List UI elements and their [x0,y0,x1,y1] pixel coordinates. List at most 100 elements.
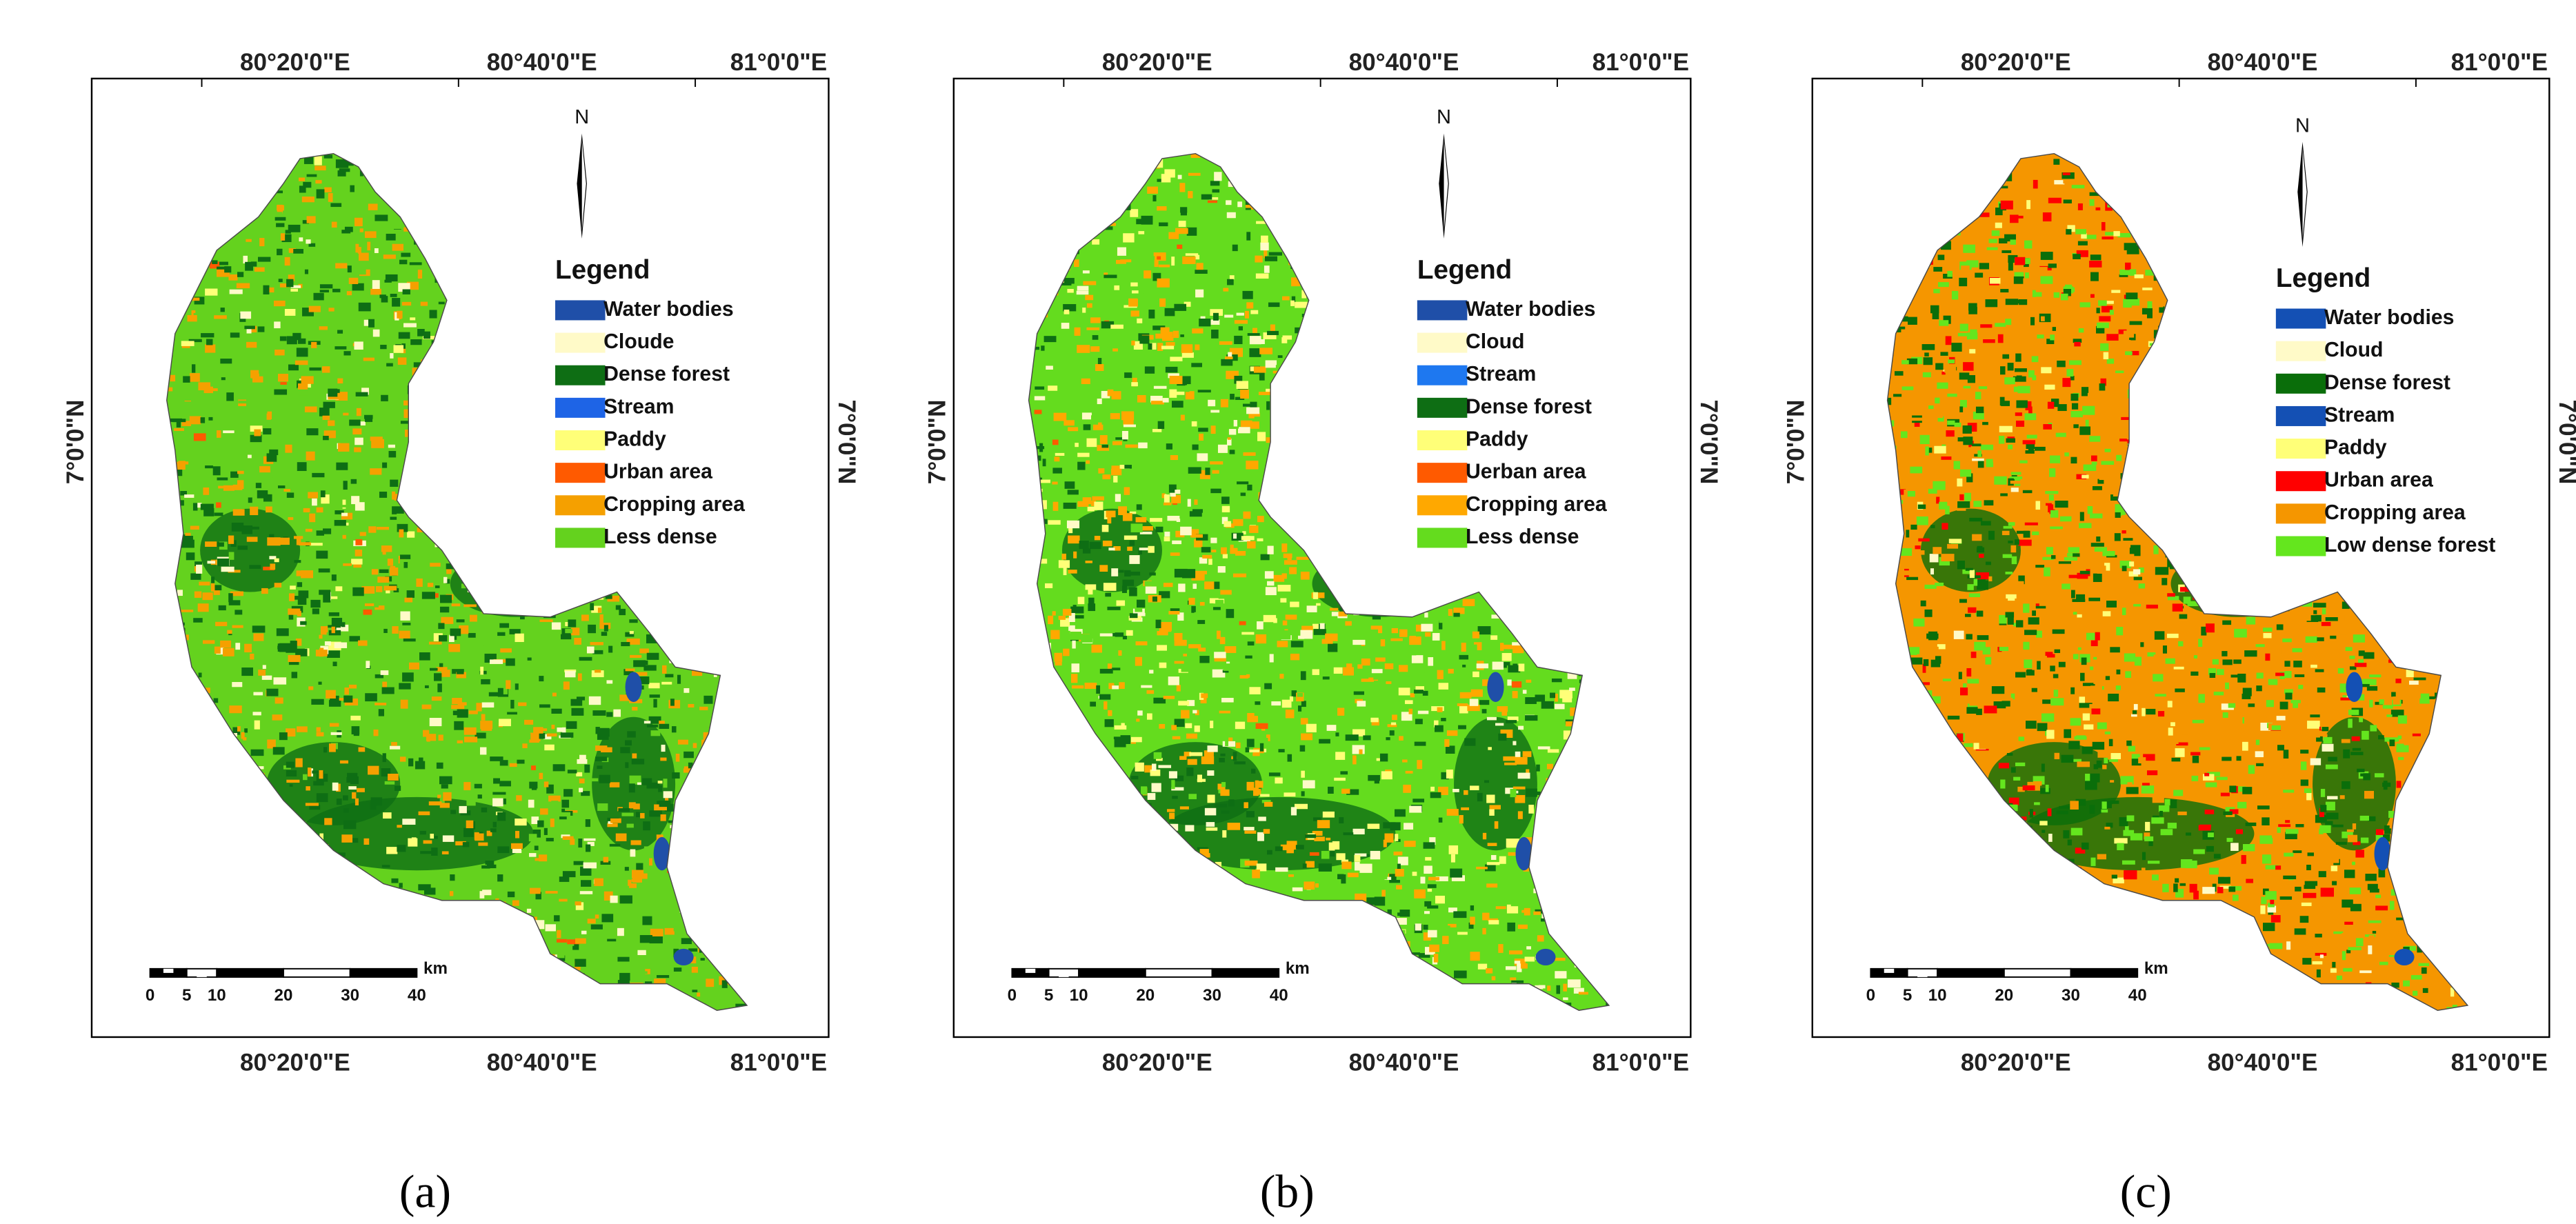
land-cover-pixel [477,794,482,799]
land-cover-pixel [1330,851,1335,857]
land-cover-pixel [1094,536,1101,541]
land-cover-pixel [288,364,299,371]
land-cover-pixel [475,833,484,841]
land-cover-pixel [1428,876,1440,881]
land-cover-pixel [1157,278,1170,288]
land-cover-pixel [304,269,308,274]
land-cover-pixel [1477,963,1488,970]
land-cover-pixel [1275,846,1283,852]
land-cover-pixel [1337,708,1345,716]
land-cover-pixel [1504,762,1517,765]
land-cover-pixel [1525,788,1537,797]
land-cover-pixel [217,477,228,481]
land-cover-pixel [697,992,701,997]
land-cover-pixel [423,730,430,737]
land-cover-pixel [403,323,417,328]
land-cover-pixel [323,435,329,441]
land-cover-pixel [1301,791,1305,796]
land-cover-pixel [319,326,328,330]
land-cover-pixel [1207,745,1218,752]
land-cover-pixel [1097,445,1110,451]
land-cover-pixel [404,597,413,603]
land-cover-pixel [573,861,583,865]
land-cover-pixel [463,782,471,790]
land-cover-pixel [485,860,495,865]
land-cover-pixel [1072,640,1076,649]
land-cover-pixel [375,703,387,705]
land-cover-pixel [540,808,548,815]
land-cover-pixel [1296,556,1309,560]
land-cover-pixel [441,851,449,855]
land-cover-pixel [1371,719,1379,726]
land-cover-pixel [284,257,290,266]
land-cover-pixel [357,247,361,254]
land-cover-pixel [177,590,183,596]
land-cover-pixel [535,858,545,861]
land-cover-pixel [551,708,562,714]
land-cover-pixel [563,681,570,690]
land-cover-pixel [1563,983,1567,992]
land-cover-pixel [1561,966,1566,971]
land-cover-pixel [539,728,548,732]
land-cover-pixel [254,429,261,437]
land-cover-pixel [210,299,216,303]
land-cover-pixel [1257,538,1264,541]
land-cover-pixel [551,622,561,630]
land-cover-pixel [310,599,321,608]
land-cover-pixel [1399,910,1410,917]
land-cover-pixel [244,325,255,330]
land-cover-pixel [1042,459,1046,467]
land-cover-pixel [597,608,602,613]
land-cover-pixel [1147,186,1158,194]
land-cover-pixel [1048,385,1058,391]
land-cover-pixel [1526,769,1530,775]
land-cover-pixel [301,197,314,203]
land-cover-pixel [1263,332,1277,340]
land-cover-pixel [328,612,339,616]
land-cover-pixel [218,485,223,489]
land-cover-pixel [296,538,301,545]
land-cover-pixel [295,648,308,656]
land-cover-pixel [381,865,390,868]
land-cover-pixel [1068,427,1079,432]
land-cover-pixel [544,744,555,751]
land-cover-pixel [649,810,662,817]
land-cover-pixel [398,332,410,339]
land-cover-pixel [306,216,316,223]
land-cover-pixel [205,465,213,469]
land-cover-pixel [1201,756,1215,765]
land-cover-pixel [1228,799,1235,807]
land-cover-pixel [504,655,514,659]
land-cover-pixel [1461,807,1470,810]
land-cover-pixel [1157,179,1164,182]
land-cover-pixel [375,214,388,221]
land-cover-pixel [285,230,291,234]
land-cover-pixel [566,721,577,729]
land-cover-pixel [335,510,344,514]
land-cover-pixel [397,357,407,365]
land-cover-pixel [586,646,595,654]
land-cover-pixel [584,764,590,773]
land-cover-pixel [217,266,228,270]
land-cover-pixel [1410,693,1415,698]
land-cover-pixel [1222,554,1228,559]
land-cover-pixel [497,794,501,801]
land-cover-pixel [1186,227,1197,236]
land-cover-pixel [214,585,222,591]
land-cover-pixel [1112,348,1118,352]
land-cover-pixel [1136,504,1142,510]
land-cover-pixel [630,840,641,845]
land-cover-pixel [1122,513,1132,521]
land-cover-pixel [368,203,378,210]
land-cover-pixel [1339,817,1344,824]
land-cover-pixel [209,261,220,269]
land-cover-pixel [1238,326,1243,331]
land-cover-pixel [1201,693,1208,699]
land-cover-pixel [290,288,299,292]
land-cover-pixel [659,723,670,729]
land-cover-pixel [559,876,570,882]
land-cover-pixel [1157,256,1161,260]
land-cover-pixel [1147,793,1156,800]
land-cover-pixel [1145,256,1155,265]
land-cover-pixel [387,559,394,566]
